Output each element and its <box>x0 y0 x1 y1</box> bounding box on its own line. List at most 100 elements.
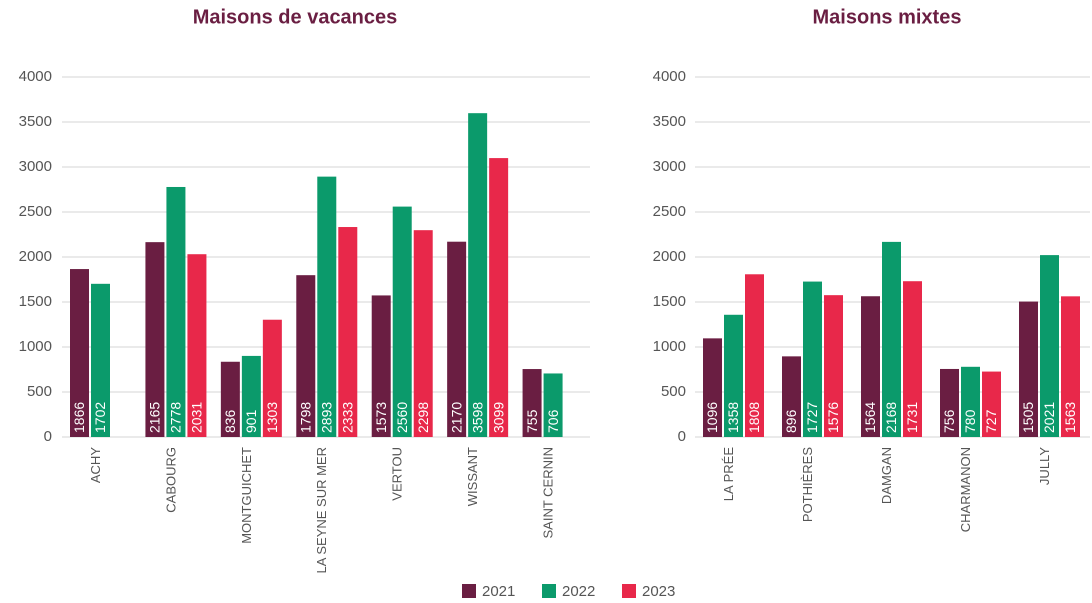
value-label: 3598 <box>469 402 485 433</box>
y-tick-label: 0 <box>678 428 686 445</box>
y-tick-label: 4000 <box>19 68 52 85</box>
x-tick-label: LA PRÉE <box>721 447 736 502</box>
y-tick-label: 1500 <box>19 293 52 310</box>
bar <box>982 371 1001 437</box>
legend-swatch <box>622 584 636 598</box>
x-tick-label: LA SEYNE SUR MER <box>314 447 329 573</box>
value-label: 755 <box>524 409 540 433</box>
value-label: 2165 <box>147 402 163 433</box>
value-label: 1096 <box>704 402 720 433</box>
value-label: 2168 <box>883 402 899 433</box>
value-label: 901 <box>243 409 259 433</box>
legend-swatch <box>542 584 556 598</box>
y-tick-label: 1000 <box>19 338 52 355</box>
value-label: 1563 <box>1062 402 1078 433</box>
value-label: 2893 <box>318 402 334 433</box>
bar <box>338 227 358 437</box>
x-tick-label: POTHIÈRES <box>800 447 815 522</box>
bar <box>371 295 391 437</box>
x-tick-label: VERTOU <box>390 447 405 501</box>
value-label: 2031 <box>189 402 205 433</box>
x-tick-label: ACHY <box>88 447 103 483</box>
y-tick-label: 3000 <box>19 158 52 175</box>
value-label: 1727 <box>804 402 820 433</box>
value-label: 706 <box>545 409 561 433</box>
bar <box>522 369 542 437</box>
bar <box>220 361 240 437</box>
x-tick-label: DAMGAN <box>879 447 894 504</box>
bar <box>1019 301 1038 437</box>
value-label: 1798 <box>297 402 313 433</box>
bar <box>1040 255 1059 437</box>
value-label: 2021 <box>1041 402 1057 433</box>
legend-label: 2022 <box>562 583 595 600</box>
bar <box>861 296 880 437</box>
value-label: 2298 <box>415 402 431 433</box>
bar <box>392 206 412 437</box>
value-label: 1564 <box>862 402 878 433</box>
legend-label: 2021 <box>482 583 515 600</box>
y-tick-label: 500 <box>27 383 52 400</box>
bar <box>145 242 165 437</box>
y-tick-label: 3500 <box>19 113 52 130</box>
value-label: 1303 <box>264 402 280 433</box>
bar <box>903 281 922 437</box>
x-tick-label: CHARMANON <box>958 447 973 532</box>
bar <box>489 158 509 437</box>
x-tick-label: WISSANT <box>465 447 480 506</box>
value-label: 1866 <box>71 402 87 433</box>
y-tick-label: 1500 <box>653 293 686 310</box>
bar <box>241 355 261 437</box>
value-label: 3099 <box>490 402 506 433</box>
y-tick-label: 3500 <box>653 113 686 130</box>
y-tick-label: 2000 <box>19 248 52 265</box>
bar <box>413 230 433 437</box>
value-label: 1731 <box>904 402 920 433</box>
value-label: 2560 <box>394 402 410 433</box>
bar <box>882 241 901 437</box>
legend-swatch <box>462 584 476 598</box>
y-tick-label: 1000 <box>653 338 686 355</box>
bar <box>70 269 89 437</box>
bar <box>803 281 822 437</box>
bar <box>91 283 110 437</box>
bar <box>468 113 488 438</box>
bar <box>961 366 980 437</box>
bar <box>703 338 722 437</box>
bar <box>166 186 186 437</box>
bar <box>724 314 743 437</box>
legend-label: 2023 <box>642 583 675 600</box>
value-label: 727 <box>983 409 999 433</box>
y-tick-label: 0 <box>44 428 52 445</box>
value-label: 1808 <box>746 402 762 433</box>
y-tick-label: 2000 <box>653 248 686 265</box>
x-tick-label: CABOURG <box>163 447 178 513</box>
bar <box>543 373 563 437</box>
bar <box>187 254 207 437</box>
value-label: 780 <box>962 409 978 433</box>
chart-title: Maisons mixtes <box>813 6 962 28</box>
chart-title: Maisons de vacances <box>193 6 398 28</box>
bar <box>317 176 337 437</box>
value-label: 2778 <box>168 402 184 433</box>
bar <box>745 274 764 437</box>
value-label: 2170 <box>448 402 464 433</box>
bar <box>447 241 467 437</box>
value-label: 756 <box>941 409 957 433</box>
y-tick-label: 2500 <box>19 203 52 220</box>
x-tick-label: MONTGUICHET <box>239 447 254 544</box>
value-label: 1576 <box>825 402 841 433</box>
bar <box>296 275 316 437</box>
bar <box>824 295 843 437</box>
y-tick-label: 2500 <box>653 203 686 220</box>
value-label: 896 <box>783 409 799 433</box>
value-label: 836 <box>222 409 238 433</box>
bar <box>782 356 801 437</box>
value-label: 1358 <box>725 402 741 433</box>
value-label: 1573 <box>373 402 389 433</box>
bar <box>262 319 282 437</box>
value-label: 2333 <box>339 402 355 433</box>
y-tick-label: 3000 <box>653 158 686 175</box>
y-tick-label: 4000 <box>653 68 686 85</box>
